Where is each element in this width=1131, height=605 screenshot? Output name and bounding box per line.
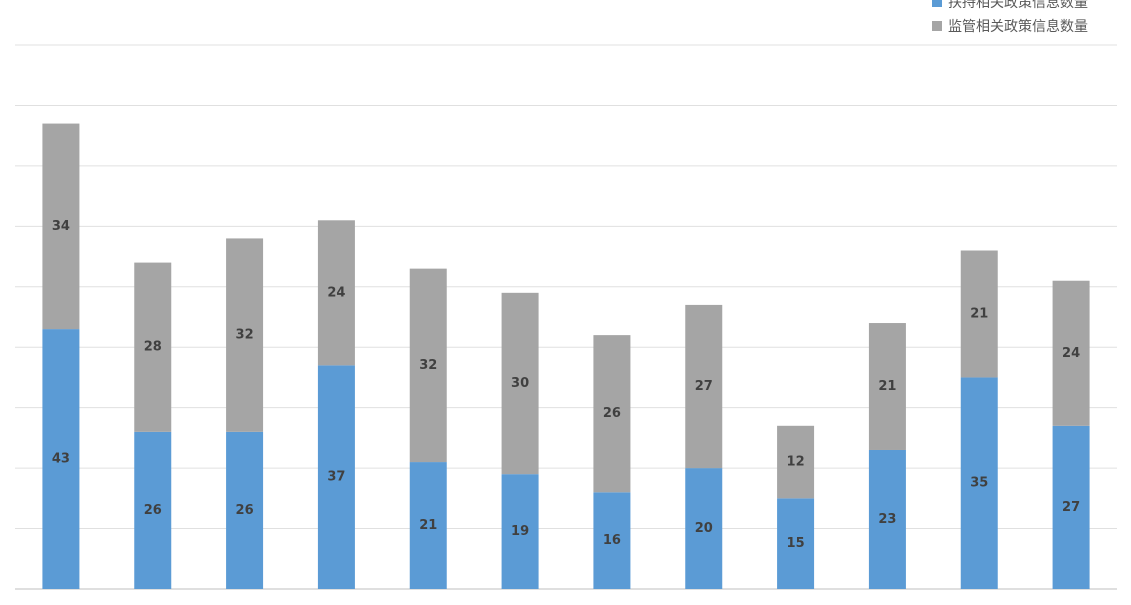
bar-segment xyxy=(317,365,355,589)
bar-segment xyxy=(409,462,447,589)
legend-label: 扶持相关政策信息数量 xyxy=(948,0,1088,11)
value-label: 24 xyxy=(1062,346,1080,361)
legend-label: 监管相关政策信息数量 xyxy=(948,18,1088,35)
legend-swatch xyxy=(932,0,942,7)
value-label: 28 xyxy=(144,340,162,355)
bar-segment xyxy=(685,304,723,469)
value-label: 26 xyxy=(144,503,162,518)
bar-segment xyxy=(134,262,172,432)
bar-segment xyxy=(868,449,906,589)
value-label: 26 xyxy=(603,406,621,421)
bar-segment xyxy=(777,498,815,589)
value-label: 19 xyxy=(511,524,529,539)
bar-segment xyxy=(317,220,355,366)
bar-segment xyxy=(960,377,998,589)
bar-segment xyxy=(42,329,80,589)
value-label: 27 xyxy=(1062,500,1080,515)
value-label: 21 xyxy=(419,518,437,533)
value-label: 20 xyxy=(695,521,713,536)
value-label: 21 xyxy=(878,379,896,394)
bar-segment xyxy=(1052,425,1090,589)
bar-segment xyxy=(42,123,80,330)
bar-segment xyxy=(868,323,906,450)
bar-segment xyxy=(685,468,723,589)
value-label: 43 xyxy=(52,452,70,467)
value-label: 16 xyxy=(603,533,621,548)
value-label: 34 xyxy=(52,219,70,234)
value-label: 30 xyxy=(511,376,529,391)
value-label: 37 xyxy=(327,470,345,485)
bar-segment xyxy=(134,431,172,589)
bar-segment xyxy=(409,268,447,463)
value-label: 15 xyxy=(787,536,805,551)
bar-segment xyxy=(960,250,998,378)
value-label: 32 xyxy=(236,328,254,343)
value-label: 21 xyxy=(970,306,988,321)
value-label: 32 xyxy=(419,358,437,373)
bar-segment xyxy=(226,238,264,432)
legend-swatch xyxy=(932,21,942,31)
value-label: 27 xyxy=(695,379,713,394)
bar-segment xyxy=(1052,280,1090,426)
value-label: 23 xyxy=(878,512,896,527)
value-label: 35 xyxy=(970,476,988,491)
value-label: 26 xyxy=(236,503,254,518)
bar-segment xyxy=(593,335,631,493)
bar-segment xyxy=(226,431,264,589)
bar-segment xyxy=(501,292,539,475)
bar-segment xyxy=(501,474,539,589)
bar-segment xyxy=(777,425,815,499)
bar-segment xyxy=(593,492,631,589)
value-label: 12 xyxy=(787,455,805,470)
value-label: 24 xyxy=(327,285,345,300)
